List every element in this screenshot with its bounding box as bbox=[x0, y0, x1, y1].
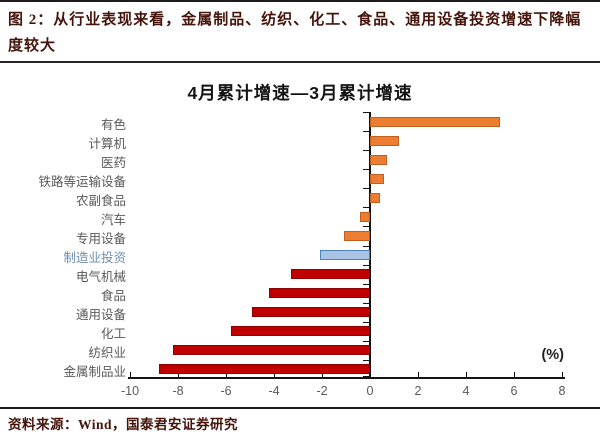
y-axis-row-tick bbox=[363, 150, 369, 151]
x-axis-tick-label: -6 bbox=[220, 384, 232, 398]
figure-caption: 图 2：从行业表现来看，金属制品、纺织、化工、食品、通用设备投资增速下降幅度较大 bbox=[8, 12, 582, 55]
y-axis-row-tick bbox=[363, 265, 369, 266]
category-label: 农副食品 bbox=[75, 193, 126, 208]
bar-铁路等运输设备 bbox=[370, 173, 385, 184]
x-axis-line bbox=[128, 377, 565, 379]
caption-divider-rule bbox=[0, 61, 600, 63]
chart-title: 4月累计增速—3月累计增速 bbox=[187, 83, 413, 103]
category-label: 汽车 bbox=[100, 212, 126, 227]
footer-divider-rule bbox=[0, 407, 600, 409]
x-axis-tick-label: -2 bbox=[316, 384, 328, 398]
y-axis-row-tick bbox=[363, 207, 369, 208]
bar-金属制品业 bbox=[158, 364, 370, 375]
category-label: 金属制品业 bbox=[63, 365, 126, 380]
x-axis-tick-label: 4 bbox=[462, 384, 470, 398]
bar-通用设备 bbox=[252, 307, 370, 318]
x-axis-tick bbox=[129, 372, 131, 377]
category-label: 铁路等运输设备 bbox=[38, 174, 126, 189]
category-label: 通用设备 bbox=[75, 308, 126, 323]
y-axis-row-tick bbox=[363, 303, 369, 304]
y-axis-row-tick bbox=[363, 131, 369, 132]
category-label: 医药 bbox=[100, 155, 126, 170]
bar-食品 bbox=[269, 288, 370, 299]
x-axis-tick-label: 2 bbox=[414, 384, 422, 398]
category-label: 有色 bbox=[100, 117, 126, 132]
x-axis-tick bbox=[465, 372, 467, 377]
top-border-rule bbox=[0, 0, 600, 2]
axis-unit-label: (%) bbox=[541, 347, 564, 363]
y-axis-row-tick bbox=[363, 360, 369, 361]
y-axis-row-tick bbox=[363, 188, 369, 189]
category-label: 计算机 bbox=[88, 136, 126, 151]
x-axis-tick bbox=[561, 372, 563, 377]
x-axis-tick bbox=[513, 372, 515, 377]
x-axis-tick-label: 6 bbox=[510, 384, 518, 398]
bar-医药 bbox=[370, 154, 387, 165]
bar-有色 bbox=[370, 116, 500, 127]
x-axis-tick-label: -4 bbox=[268, 384, 280, 398]
x-axis-tick-label: 0 bbox=[366, 384, 374, 398]
bar-专用设备 bbox=[343, 230, 370, 241]
y-axis-row-tick bbox=[363, 341, 369, 342]
category-label: 化工 bbox=[100, 327, 126, 342]
x-axis-tick-label: 8 bbox=[558, 384, 566, 398]
y-axis-row-tick bbox=[363, 284, 369, 285]
y-axis-zero-line bbox=[369, 112, 371, 379]
category-label: 专用设备 bbox=[75, 231, 126, 246]
category-label: 电气机械 bbox=[75, 270, 126, 285]
x-axis-tick bbox=[321, 372, 323, 377]
y-axis-row-tick bbox=[363, 169, 369, 170]
x-axis-tick-label: -8 bbox=[172, 384, 184, 398]
source-note: 资料来源：Wind，国泰君安证券研究 bbox=[8, 417, 239, 432]
category-label: 纺织业 bbox=[88, 346, 126, 361]
bar-化工 bbox=[230, 326, 370, 337]
bar-chart-plot-area: -10 -8 -6 -4 -2 0 2 4 6 8 有色计算机医药铁路等运输设备农副食品汽车专用设备… bbox=[0, 112, 600, 398]
category-label: 制造业投资 bbox=[63, 251, 126, 266]
category-label: 食品 bbox=[100, 289, 126, 304]
y-axis-row-tick bbox=[363, 322, 369, 323]
y-axis-row-tick bbox=[363, 226, 369, 227]
bar-制造业投资 bbox=[319, 250, 370, 261]
x-axis-tick bbox=[177, 372, 179, 377]
bar-农副食品 bbox=[370, 192, 380, 203]
bar-计算机 bbox=[370, 135, 399, 146]
y-axis-row-tick bbox=[363, 246, 369, 247]
bar-汽车 bbox=[360, 211, 370, 222]
bar-电气机械 bbox=[290, 269, 370, 280]
bar-纺织业 bbox=[173, 345, 370, 356]
x-axis-tick bbox=[225, 372, 227, 377]
y-axis-row-tick bbox=[363, 376, 369, 377]
y-axis-row-tick bbox=[363, 112, 369, 113]
x-axis-tick bbox=[273, 372, 275, 377]
x-axis-tick bbox=[369, 372, 371, 377]
x-axis-tick bbox=[417, 372, 419, 377]
x-axis-tick-label: -10 bbox=[120, 384, 140, 398]
